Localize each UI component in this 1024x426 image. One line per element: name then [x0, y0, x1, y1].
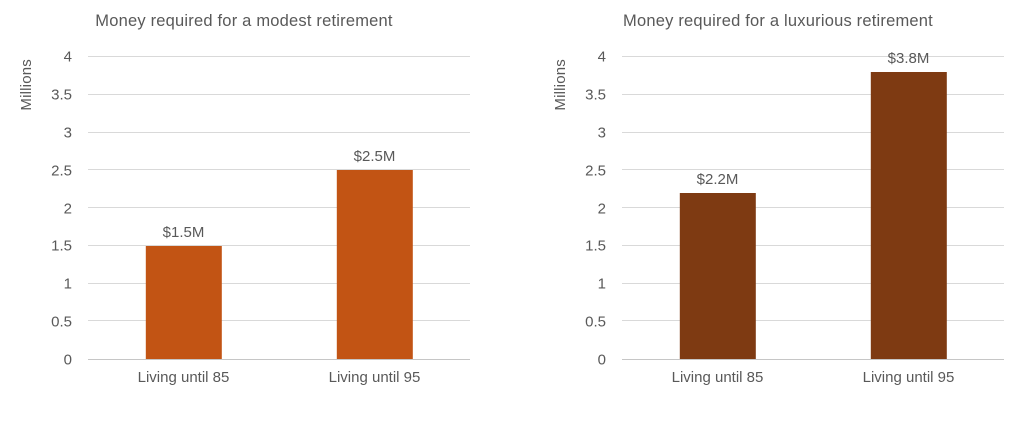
y-tick-label: 0	[63, 351, 72, 369]
gridline	[622, 93, 1004, 95]
plot-area: $2.2M $3.8M	[622, 50, 1004, 360]
gridline	[88, 320, 470, 322]
chart-title: Money required for a modest retirement	[95, 12, 393, 30]
chart-luxurious-retirement: Money required for a luxurious retiremen…	[542, 0, 1014, 420]
y-tick-label: 1	[597, 275, 606, 293]
bar-data-label: $3.8M	[887, 50, 930, 68]
y-axis-tick-labels: 0 0.5 1 1.5 2 2.5 3 3.5 4	[42, 49, 88, 369]
y-tick-label: 3	[63, 124, 72, 142]
gridline	[88, 169, 470, 171]
bar-living-until-95	[870, 72, 947, 359]
gridline	[88, 93, 470, 95]
y-tick-label: 2.5	[51, 162, 72, 180]
y-axis-title: Millions	[552, 59, 569, 111]
bar-data-label: $1.5M	[162, 223, 205, 241]
bar-living-until-95	[336, 170, 413, 359]
x-category-label: Living until 85	[671, 369, 764, 386]
x-category-label: Living until 95	[862, 369, 955, 386]
gridline	[88, 282, 470, 284]
y-tick-label: 0.5	[51, 313, 72, 331]
y-axis-title-column: Millions	[542, 57, 576, 360]
x-axis-labels: Living until 85 Living until 95	[622, 369, 1004, 393]
gridline	[622, 56, 1004, 57]
gridline	[88, 244, 470, 246]
x-category-label: Living until 95	[328, 369, 421, 386]
plot-column: $2.2M $3.8M Living until 85 Living until 9…	[622, 50, 1004, 393]
gridline	[622, 131, 1004, 133]
gridline	[88, 131, 470, 133]
gridline	[88, 56, 470, 57]
chart-modest-retirement: Money required for a modest retirement M…	[8, 0, 480, 420]
bar-data-label: $2.5M	[353, 148, 396, 166]
y-tick-label: 1.5	[585, 237, 606, 255]
chart-title: Money required for a luxurious retiremen…	[623, 12, 933, 30]
bar-living-until-85	[145, 245, 222, 359]
y-tick-label: 3.5	[585, 86, 606, 104]
y-tick-label: 4	[597, 48, 606, 66]
y-tick-label: 2	[597, 200, 606, 217]
chart-plot-region: Millions 0 0.5 1 1.5 2 2.5 3 3.5 4 $2.2M $3.8M Li…	[542, 49, 1014, 393]
gridline	[622, 244, 1004, 246]
y-axis-tick-labels: 0 0.5 1 1.5 2 2.5 3 3.5 4	[576, 49, 622, 369]
gridline	[622, 207, 1004, 208]
gridline	[622, 169, 1004, 171]
y-tick-label: 1	[63, 275, 72, 293]
plot-area: $1.5M $2.5M	[88, 56, 470, 360]
gridline	[622, 282, 1004, 284]
y-tick-label: 2.5	[585, 162, 606, 180]
y-tick-label: 3.5	[51, 86, 72, 104]
y-tick-label: 0.5	[585, 313, 606, 331]
y-tick-label: 3	[597, 124, 606, 142]
plot-column: $1.5M $2.5M Living until 85 Living until 9…	[88, 56, 470, 393]
bar-living-until-85	[679, 192, 756, 359]
y-tick-label: 4	[63, 48, 72, 66]
y-axis-title: Millions	[18, 59, 35, 111]
y-tick-label: 2	[63, 200, 72, 217]
y-tick-label: 1.5	[51, 237, 72, 255]
chart-plot-region: Millions 0 0.5 1 1.5 2 2.5 3 3.5 4 $1.5M $2.5M Li…	[8, 49, 480, 393]
y-tick-label: 0	[597, 351, 606, 369]
gridline	[622, 320, 1004, 322]
gridline	[88, 207, 470, 208]
y-axis-title-column: Millions	[8, 57, 42, 360]
x-category-label: Living until 85	[137, 369, 230, 386]
x-axis-labels: Living until 85 Living until 95	[88, 369, 470, 393]
bar-data-label: $2.2M	[696, 170, 739, 188]
